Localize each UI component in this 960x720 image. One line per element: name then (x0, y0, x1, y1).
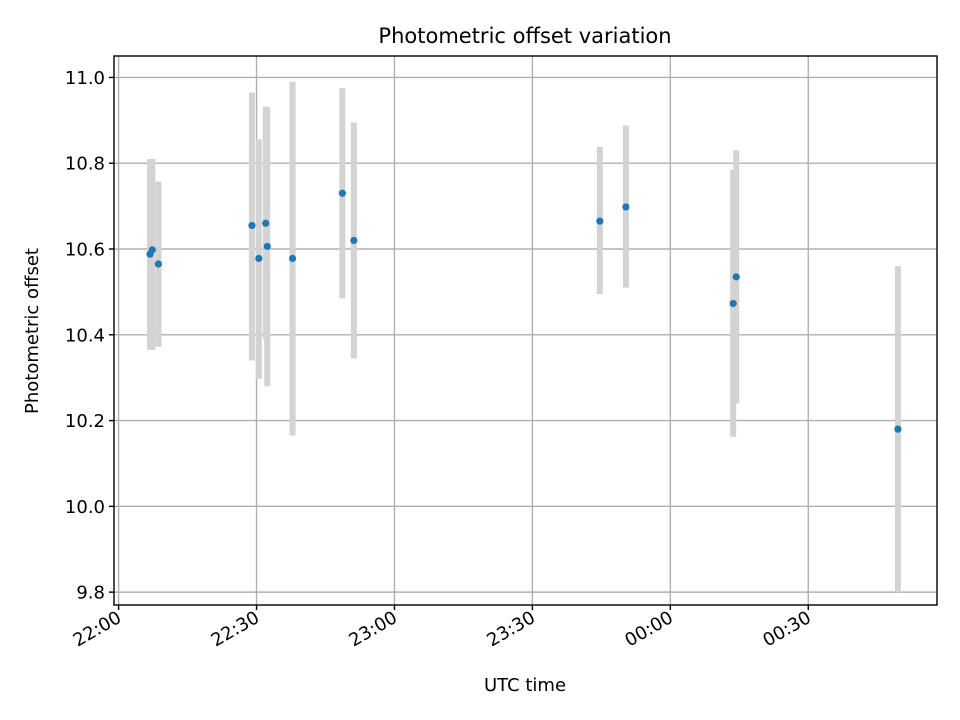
data-point (894, 425, 902, 433)
x-axis: 22:00 22:30 23:00 23:30 00:00 00:30 (70, 605, 815, 651)
data-point (248, 221, 256, 230)
data-point (596, 217, 604, 225)
y-tick-label: 9.8 (76, 583, 105, 604)
y-axis-label: Photometric offset (22, 248, 43, 414)
data-point (255, 254, 263, 263)
x-axis-label: UTC time (484, 675, 566, 696)
x-tick-label: 23:30 (483, 607, 538, 651)
data-point (338, 189, 346, 197)
data-point (262, 219, 270, 227)
y-tick-label: 10.8 (65, 154, 105, 175)
x-tick-label: 22:30 (208, 607, 263, 651)
y-tick-label: 10.0 (65, 497, 105, 518)
x-tick-label: 22:00 (70, 607, 125, 651)
y-tick-label: 10.2 (65, 411, 105, 432)
x-tick-label: 00:30 (759, 607, 814, 651)
x-tick-label: 23:00 (346, 607, 401, 651)
y-tick-label: 11.0 (65, 68, 105, 89)
y-tick-label: 10.6 (65, 240, 105, 261)
data-point (732, 273, 740, 281)
chart-title: Photometric offset variation (378, 24, 671, 48)
data-point (350, 236, 358, 245)
data-point (729, 299, 737, 308)
data-point (263, 242, 271, 251)
plot-frame (113, 55, 938, 606)
data-point (288, 254, 297, 263)
x-tick-label: 00:00 (621, 607, 676, 651)
data-point (154, 260, 163, 268)
data-point (622, 203, 630, 211)
data-point (148, 246, 156, 254)
data-points (146, 189, 902, 433)
y-axis: 9.8 10.0 10.2 10.4 10.6 10.8 11.0 (65, 68, 114, 604)
y-tick-label: 10.4 (65, 325, 105, 346)
grid (114, 56, 937, 605)
error-bars (147, 81, 901, 593)
